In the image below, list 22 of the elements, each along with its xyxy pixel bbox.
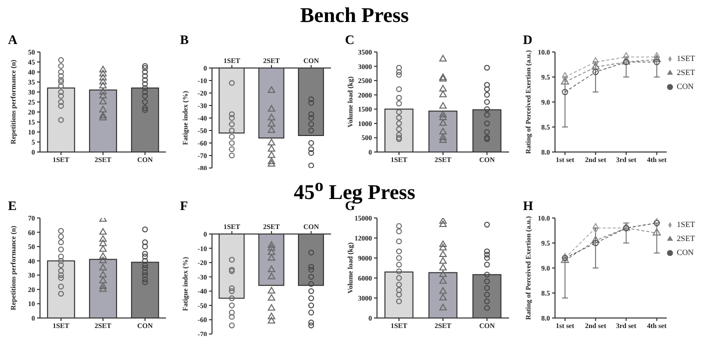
legend-label: 2SET: [676, 68, 695, 77]
legend-label: 2SET: [676, 234, 695, 243]
point: [562, 72, 568, 82]
point: [592, 240, 599, 246]
chart-title: C: [345, 32, 354, 48]
chart-title: B: [180, 32, 189, 48]
point: [654, 58, 660, 66]
point: [562, 88, 568, 96]
chart-title: H: [523, 198, 534, 214]
chart-title: D: [523, 32, 532, 48]
point: [560, 77, 570, 85]
point: [652, 228, 661, 236]
point: [592, 68, 599, 76]
legend-label: CON: [676, 248, 694, 257]
point: [592, 62, 600, 70]
chart-title: A: [8, 32, 18, 48]
legend-label: CON: [676, 82, 694, 91]
chart-title: E: [8, 198, 17, 214]
text: Bench Press: [299, 2, 410, 29]
chart-title: F: [180, 198, 188, 214]
point: [592, 236, 600, 244]
point: [652, 54, 661, 62]
